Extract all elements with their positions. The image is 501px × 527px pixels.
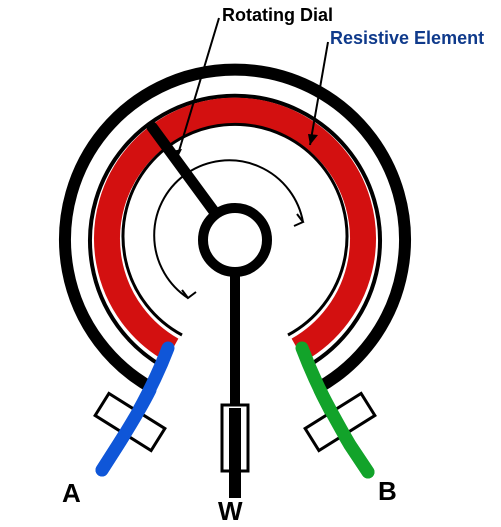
center-hub — [203, 208, 267, 272]
label-terminal-b: B — [378, 476, 397, 507]
leader-rotating-dial — [176, 18, 219, 161]
potentiometer-diagram — [0, 0, 501, 525]
label-rotating-dial: Rotating Dial — [222, 5, 333, 26]
label-resistive-element: Resistive Element — [330, 28, 484, 49]
label-terminal-a: A — [62, 478, 81, 509]
label-terminal-w: W — [218, 496, 243, 527]
rotation-arrowhead-ccw — [182, 290, 196, 298]
